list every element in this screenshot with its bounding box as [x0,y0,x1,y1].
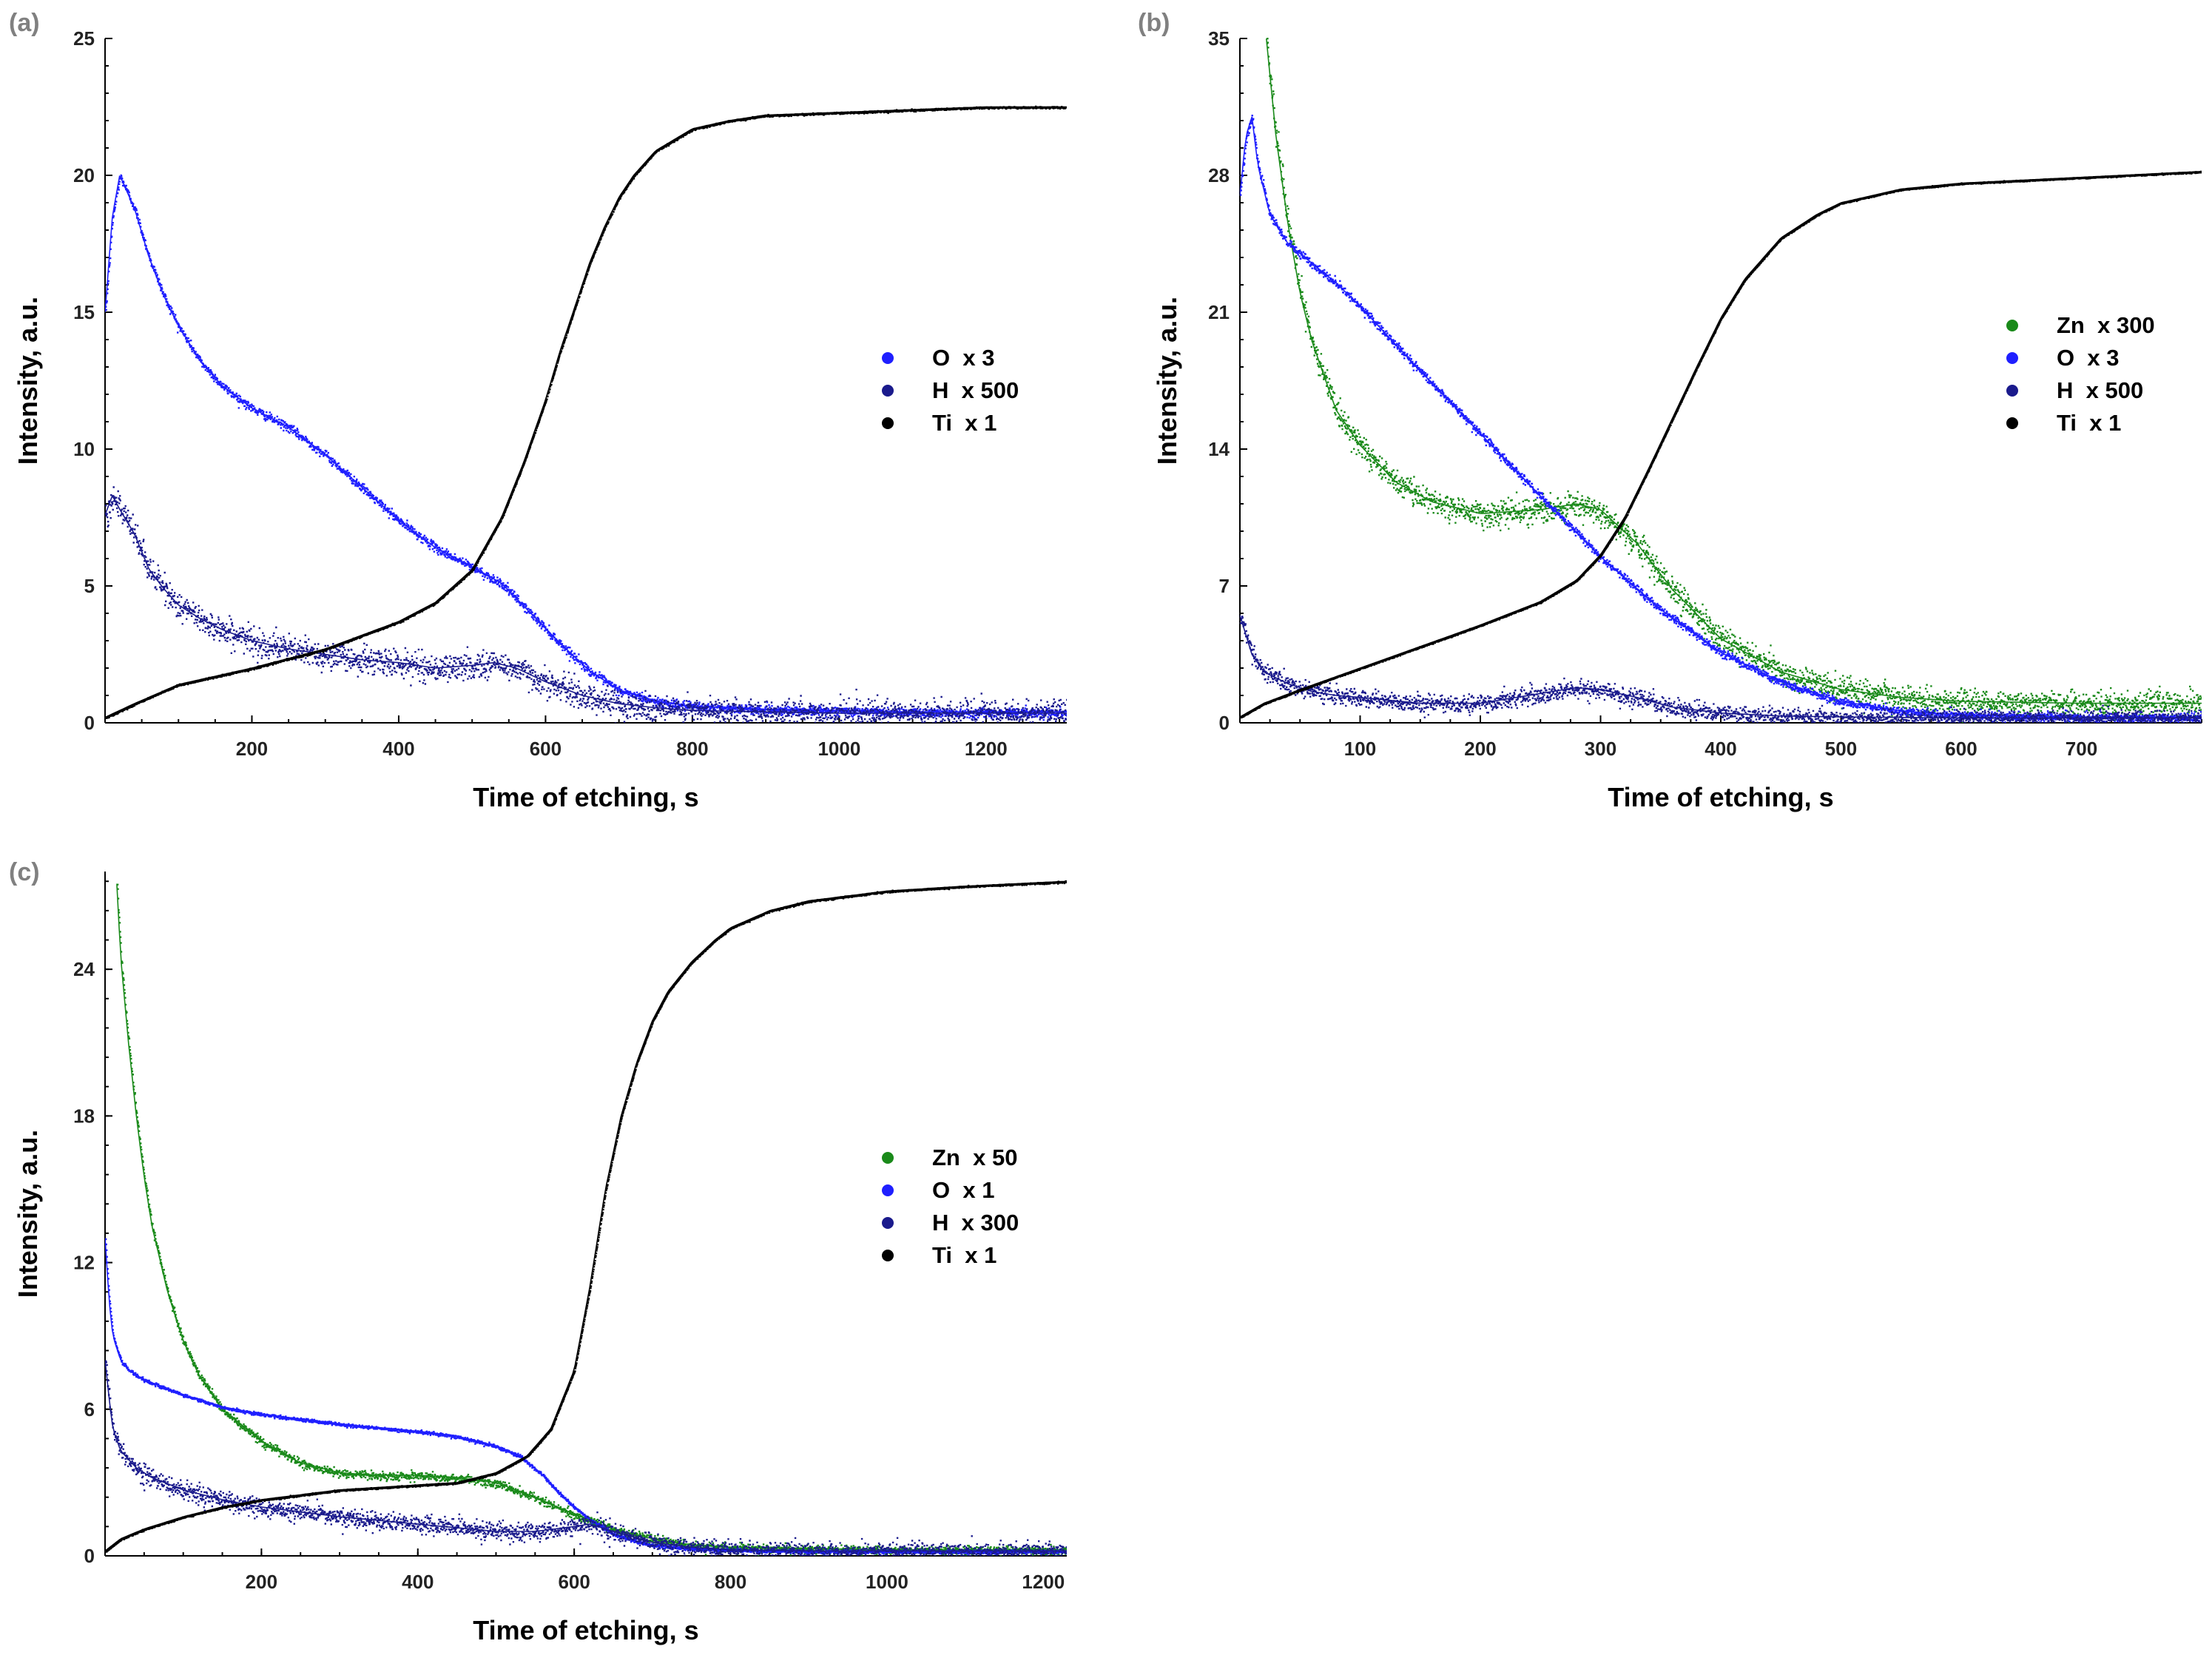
legend: O x 3 H x 500 Ti x 1 [882,345,1019,436]
series-line [1240,170,2202,718]
y-tick-label: 15 [73,301,95,323]
legend: Zn x 50 O x 1 H x 300 Ti x 1 [882,1145,1019,1268]
y-tick-label: 24 [73,958,95,980]
series-zn [116,883,1067,1556]
series-ti [105,105,1067,719]
x-tick-label: 100 [1344,738,1376,760]
legend-label: Zn x 300 [2057,312,2155,338]
y-tick-label: 12 [73,1252,95,1274]
x-tick-label: 400 [382,738,414,760]
series-ti [1240,170,2202,719]
y-tick-label: 14 [1208,438,1230,460]
series-o [105,174,1067,721]
legend-label: Ti x 1 [932,410,997,436]
panel-label: (b) [1138,9,1170,37]
y-tick-label: 18 [73,1105,95,1127]
series-line [1240,615,2202,719]
y-axis-title: Intensity, a.u. [13,1130,43,1298]
y-axis-title: Intensity, a.u. [13,297,43,465]
series-line [105,880,1067,1552]
x-tick-label: 1200 [965,738,1008,760]
x-tick-label: 600 [1945,738,1977,760]
legend-marker [882,417,894,429]
x-tick-label: 1200 [1022,1571,1065,1593]
series-line [105,494,1067,714]
legend-label: Zn x 50 [932,1145,1017,1170]
series-ti [105,880,1067,1553]
legend-marker [2006,352,2018,364]
x-axis-title: Time of etching, s [473,782,698,812]
series-points [1240,616,2202,723]
legend-marker [882,385,894,397]
x-tick-label: 800 [676,738,708,760]
legend-marker [882,1250,894,1261]
x-tick-label: 200 [246,1571,277,1593]
series-points [105,486,1067,723]
y-tick-label: 10 [73,438,95,460]
legend-marker [2006,385,2018,397]
legend-label: H x 500 [2057,377,2143,403]
x-tick-label: 400 [1704,738,1736,760]
legend-label: O x 1 [932,1177,994,1203]
x-tick-label: 200 [236,738,268,760]
legend-label: O x 3 [932,345,994,371]
series-points [116,883,1067,1556]
series-line [1266,38,2202,704]
x-tick-label: 300 [1585,738,1616,760]
series-zn [1266,38,2202,723]
legend-label: Ti x 1 [2057,410,2121,436]
x-tick-label: 800 [715,1571,746,1593]
series-line [105,1360,1067,1552]
x-tick-label: 200 [1464,738,1496,760]
series-line [116,883,1067,1551]
series-points [105,1360,1067,1556]
chart-panel-a: (a) 200 400 600 800 1000 1200 0 5 10 15 20 25 Time of… [9,9,1067,812]
legend-label: H x 300 [932,1210,1019,1236]
legend-label: H x 500 [932,377,1019,403]
series-line [105,106,1067,718]
y-tick-label: 25 [73,27,95,50]
legend-marker [882,1217,894,1229]
x-axis-title: Time of etching, s [1608,782,1833,812]
y-tick-label: 28 [1208,164,1230,186]
legend-marker [2006,320,2018,331]
series-h [105,486,1067,723]
y-axis-title: Intensity, a.u. [1152,297,1182,465]
y-tick-label: 21 [1208,301,1230,323]
y-tick-label: 0 [84,1545,95,1567]
chart-panel-c: (c) 200 400 600 800 1000 1200 0 6 12 18 24 Time of e… [9,858,1067,1645]
x-tick-label: 700 [2066,738,2097,760]
y-tick-label: 6 [84,1398,95,1420]
x-tick-label: 1000 [866,1571,908,1593]
legend: Zn x 300 O x 3 H x 500 Ti x 1 [2006,312,2155,436]
y-tick-label: 35 [1208,27,1230,50]
panel-label: (c) [9,858,40,886]
y-tick-label: 5 [84,575,95,597]
y-tick-label: 20 [73,164,95,186]
y-tick-label: 7 [1219,575,1230,597]
chart-panel-b: (b) 100 200 300 400 500 600 700 0 7 14 21 28 35 Time o… [1138,9,2202,812]
panel-label: (a) [9,9,40,37]
series-points [105,174,1067,721]
y-tick-label: 0 [1219,712,1230,734]
x-tick-label: 600 [558,1571,590,1593]
series-h [105,1360,1067,1556]
legend-marker [882,1184,894,1196]
series-h [1240,615,2202,723]
legend-marker [882,352,894,364]
x-tick-label: 600 [530,738,562,760]
series-points [105,880,1067,1553]
x-tick-label: 1000 [817,738,860,760]
y-tick-label: 0 [84,712,95,734]
legend-label: Ti x 1 [932,1242,997,1268]
x-tick-label: 400 [402,1571,434,1593]
legend-marker [882,1152,894,1164]
x-tick-label: 500 [1825,738,1857,760]
legend-marker [2006,417,2018,429]
legend-label: O x 3 [2057,345,2119,371]
x-axis-title: Time of etching, s [473,1615,698,1645]
series-points [105,105,1067,719]
